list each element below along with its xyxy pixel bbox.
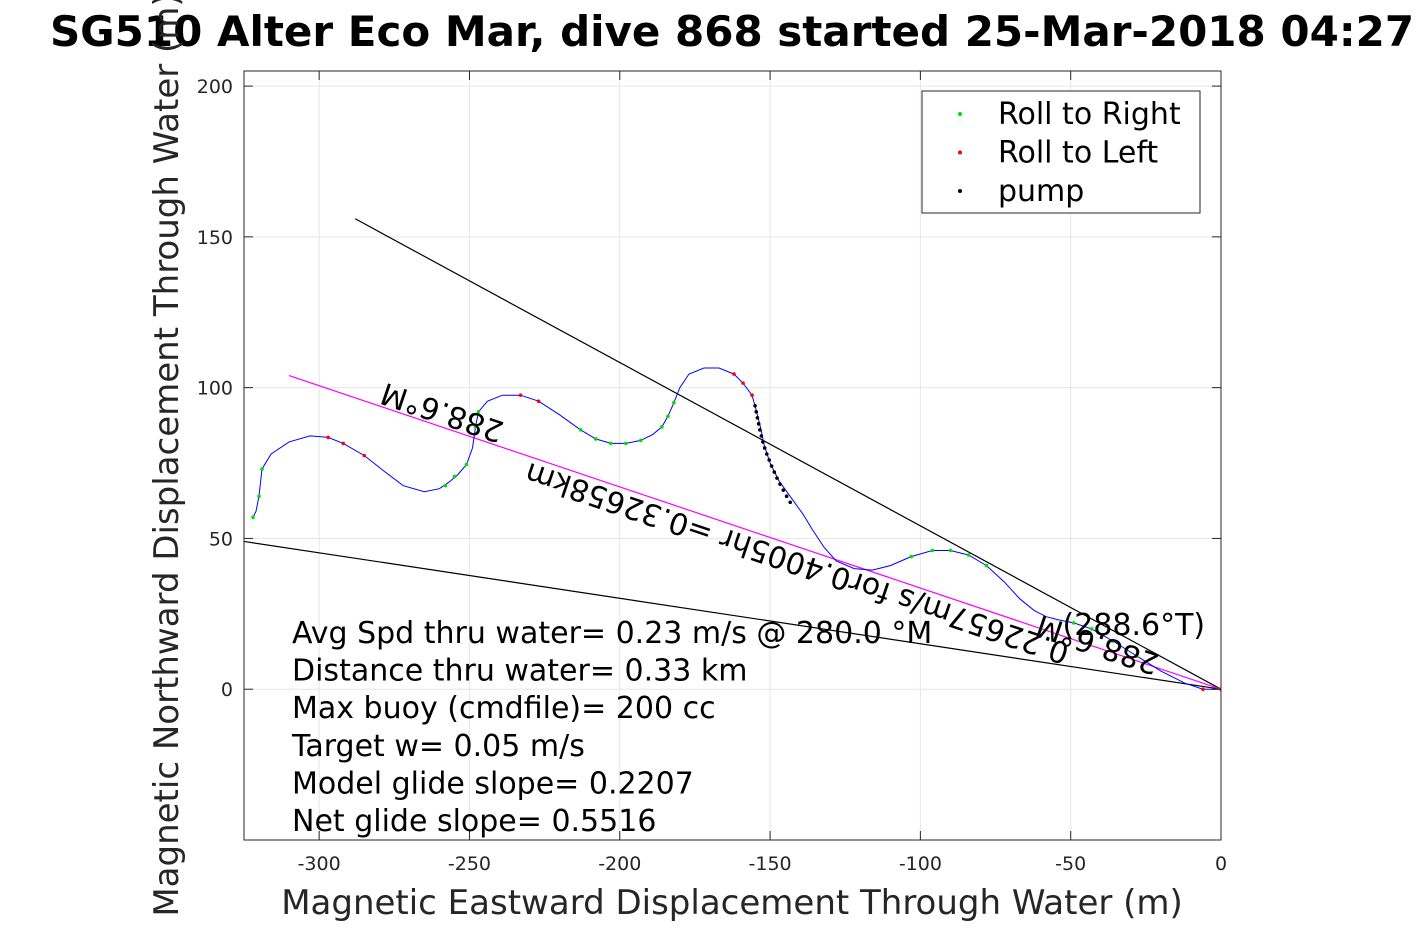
axes-box <box>243 70 1222 841</box>
x-tick-label: -150 <box>749 853 792 875</box>
roll-right-point <box>948 548 953 553</box>
roll-right-point <box>593 437 598 441</box>
pump-point <box>759 434 764 438</box>
roll-left-point <box>536 399 541 404</box>
chart-title: SG510 Alter Eco Mar, dive 868 started 25… <box>50 7 1414 56</box>
roll-right-point <box>930 548 935 553</box>
roll-right-point <box>260 467 264 471</box>
roll-right-point <box>660 425 664 429</box>
roll-right-point <box>464 462 469 467</box>
roll-right-point <box>909 554 914 559</box>
stats-line: Distance thru water= 0.33 km <box>292 654 747 689</box>
lower-bound-line <box>244 540 1221 690</box>
legend-box <box>921 90 1201 214</box>
pump-point <box>767 458 771 462</box>
x-tick-label: -100 <box>899 853 942 875</box>
roll-right-point <box>1071 621 1076 625</box>
roll-left-point <box>518 393 523 397</box>
pump-point <box>756 422 761 426</box>
roll-left-point <box>362 453 367 458</box>
roll-right-point <box>966 553 971 557</box>
roll-right-point <box>251 515 255 520</box>
roll-left-point <box>341 441 346 446</box>
roll-left-point <box>326 435 330 440</box>
pump-point <box>788 500 793 505</box>
roll-right-point <box>639 438 643 443</box>
roll-right-point <box>1089 627 1094 631</box>
pump-point <box>758 428 762 432</box>
roll-right-point <box>473 425 478 429</box>
x-axis-label: Magnetic Eastward Displacement Through W… <box>281 883 1183 923</box>
legend-marker <box>958 112 962 116</box>
roll-right-point <box>476 409 481 414</box>
stats-line: Net glide slope= 0.5516 <box>292 804 656 839</box>
roll-left-point <box>732 372 736 376</box>
stats-line: Target w= 0.05 m/s <box>291 729 585 764</box>
legend-label: Roll to Left <box>998 136 1158 171</box>
x-tick-label: -200 <box>598 853 641 875</box>
roll-left-point <box>750 393 754 397</box>
stats-line: Model glide slope= 0.2207 <box>292 766 694 801</box>
mean-heading-line <box>288 375 1221 690</box>
roll-right-point <box>672 400 676 405</box>
roll-left-point <box>1201 687 1205 692</box>
x-tick-label: -250 <box>448 853 491 875</box>
track-line <box>252 367 1221 690</box>
pump-point <box>764 452 769 456</box>
roll-left-point <box>741 381 745 385</box>
stats-line: Avg Spd thru water= 0.23 m/s @ 280.0 °M <box>292 616 932 651</box>
roll-right-point <box>1135 654 1139 658</box>
roll-right-point <box>666 414 670 419</box>
plot-area: 288.6°M0.22657m/s for0.4005hr =0.32658km… <box>197 70 1227 875</box>
roll-right-point <box>452 474 457 479</box>
pump-point <box>775 476 779 480</box>
y-tick-label: 200 <box>197 76 233 98</box>
upper-bound-line <box>354 218 1221 690</box>
stats-line: Max buoy (cmdfile)= 200 cc <box>292 691 716 726</box>
y-axis-label: Magnetic Northward Displacement Through … <box>147 0 187 917</box>
pump-point <box>754 409 759 414</box>
legend-marker <box>958 189 962 193</box>
roll-right-point <box>578 428 583 432</box>
y-tick-label: 0 <box>221 679 233 701</box>
roll-right-point <box>984 563 989 568</box>
pump-point <box>769 464 774 468</box>
x-tick-label: -50 <box>1055 853 1086 875</box>
legend-marker <box>958 150 962 155</box>
roll-right-point <box>1110 639 1115 643</box>
pump-point <box>755 416 760 420</box>
y-tick-label: 50 <box>209 528 233 550</box>
pump-point <box>761 440 765 444</box>
roll-right-point <box>623 441 628 446</box>
x-tick-label: 0 <box>1215 853 1227 875</box>
pump-point <box>778 482 782 486</box>
legend-label: Roll to Right <box>998 97 1181 132</box>
legend-label: pump <box>998 174 1084 209</box>
track-annotation: (288.6°T) <box>1063 608 1206 643</box>
pump-point <box>762 446 767 450</box>
pump-point <box>781 488 786 492</box>
y-tick-label: 150 <box>197 227 233 249</box>
pump-point <box>772 470 777 474</box>
roll-right-point <box>608 441 613 446</box>
pump-point <box>753 403 757 408</box>
roll-right-point <box>443 483 448 488</box>
y-tick-label: 100 <box>197 378 233 400</box>
pump-point <box>784 494 789 499</box>
roll-right-point <box>257 494 261 499</box>
x-tick-label: -300 <box>298 853 341 875</box>
